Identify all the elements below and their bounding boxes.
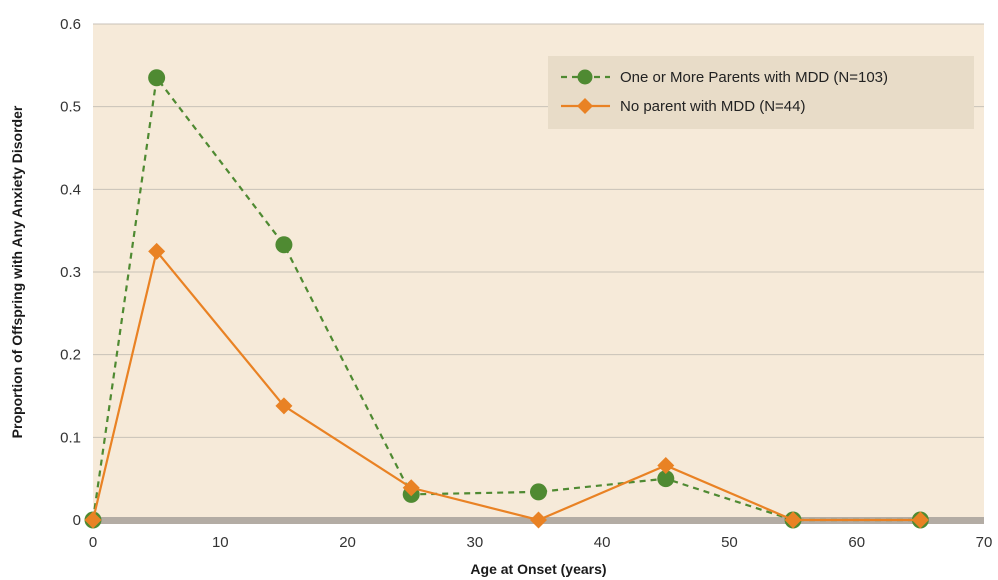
data-point-no-parent-mdd bbox=[148, 242, 166, 260]
data-point-no-parent-mdd bbox=[657, 456, 675, 474]
x-tick-label: 30 bbox=[467, 534, 484, 551]
y-tick-label: 0.1 bbox=[60, 429, 81, 446]
x-tick-label: 20 bbox=[339, 534, 356, 551]
legend-marker-no-parent-mdd bbox=[577, 98, 593, 114]
data-point-no-parent-mdd bbox=[530, 511, 547, 529]
y-tick-label: 0 bbox=[73, 512, 81, 529]
y-axis-ticks: 0 0.1 0.2 0.3 0.4 0.5 0.6 bbox=[60, 16, 81, 529]
legend-label-no-parent-mdd: No parent with MDD (N=44) bbox=[620, 98, 805, 115]
data-point-no-parent-mdd bbox=[84, 511, 102, 529]
x-tick-label: 50 bbox=[721, 534, 738, 551]
y-tick-label: 0.2 bbox=[60, 347, 81, 364]
y-tick-label: 0.3 bbox=[60, 264, 81, 281]
series-layer bbox=[84, 69, 929, 529]
data-point-no-parent-mdd bbox=[402, 479, 420, 497]
legend-box bbox=[548, 56, 974, 129]
legend-label-parents-mdd: One or More Parents with MDD (N=103) bbox=[620, 69, 888, 86]
x-tick-label: 60 bbox=[848, 534, 865, 551]
data-point-parents-mdd bbox=[530, 483, 547, 501]
data-point-parents-mdd bbox=[148, 69, 166, 87]
x-tick-label: 10 bbox=[212, 534, 229, 551]
y-tick-label: 0.5 bbox=[60, 99, 81, 116]
series-line-no-parent-mdd bbox=[91, 248, 921, 522]
x-tick-label: 0 bbox=[89, 534, 97, 551]
data-point-parents-mdd bbox=[275, 236, 293, 254]
x-axis-title: Age at Onset (years) bbox=[470, 561, 606, 577]
legend: One or More Parents with MDD (N=103) No … bbox=[548, 56, 974, 129]
y-axis-title: Proportion of Offspring with Any Anxiety… bbox=[9, 105, 25, 438]
series-line-parents-mdd bbox=[91, 74, 921, 522]
y-tick-label: 0.6 bbox=[60, 16, 81, 33]
data-point-parents-mdd bbox=[657, 470, 675, 488]
data-point-no-parent-mdd bbox=[911, 511, 929, 529]
x-tick-label: 40 bbox=[594, 534, 611, 551]
x-tick-label: 70 bbox=[976, 534, 993, 551]
legend-marker-parents-mdd bbox=[577, 69, 593, 85]
data-point-no-parent-mdd bbox=[784, 511, 802, 529]
data-point-no-parent-mdd bbox=[275, 397, 293, 415]
x-axis-ticks: 0 10 20 30 40 50 60 70 bbox=[89, 534, 993, 551]
y-tick-label: 0.4 bbox=[60, 181, 81, 198]
